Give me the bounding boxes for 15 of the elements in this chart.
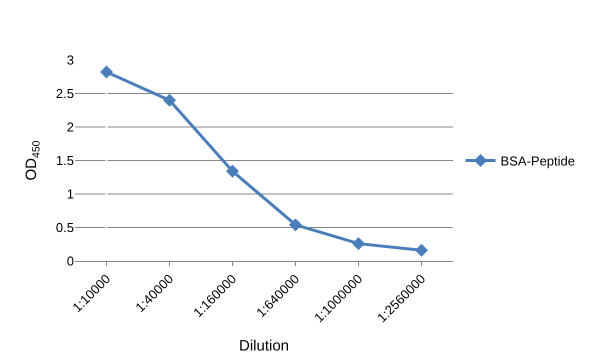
legend-label: BSA-Peptide	[500, 154, 575, 169]
point	[163, 94, 176, 107]
y-tick-label: 0	[66, 254, 74, 269]
y-tick-label: 1	[66, 186, 74, 202]
point	[100, 66, 113, 79]
point	[352, 237, 365, 250]
y-tick-label: 1.5	[56, 153, 74, 168]
y-tick-label: 2.5	[56, 86, 74, 102]
y-tick-label: 2	[66, 120, 74, 135]
y-tick-label: 0.5	[56, 220, 74, 236]
x-axis-title: Dilution	[238, 337, 290, 354]
point	[415, 244, 428, 257]
y-tick-label: 3	[66, 52, 74, 68]
point	[289, 218, 302, 232]
point	[226, 164, 239, 178]
